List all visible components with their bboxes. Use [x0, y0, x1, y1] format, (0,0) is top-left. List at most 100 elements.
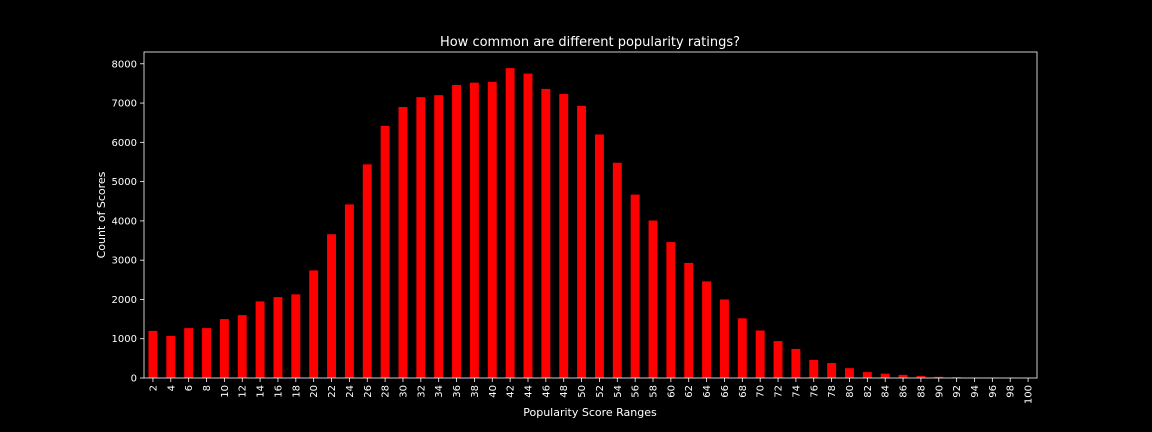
- bar-20: [309, 270, 319, 378]
- bar-78: [827, 363, 837, 378]
- x-tick-label: 78: [827, 385, 838, 398]
- x-tick-label: 80: [845, 385, 856, 398]
- bar-76: [809, 359, 819, 378]
- bar-88: [916, 376, 926, 378]
- x-tick-label: 26: [363, 385, 374, 398]
- bar-40: [487, 81, 497, 379]
- x-tick-label: 50: [577, 385, 588, 398]
- x-tick-label: 18: [291, 385, 302, 398]
- bar-4: [166, 335, 176, 378]
- x-tick-label: 76: [809, 385, 820, 398]
- x-tick-label: 46: [541, 385, 552, 398]
- x-tick-label: 56: [631, 385, 642, 398]
- x-tick-label: 38: [470, 385, 481, 398]
- bar-30: [398, 106, 408, 379]
- x-tick-label: 92: [952, 385, 963, 398]
- bar-12: [237, 315, 247, 378]
- bar-48: [559, 94, 569, 379]
- x-tick-label: 66: [720, 385, 731, 398]
- x-tick-label: 88: [916, 385, 927, 398]
- bar-86: [898, 374, 908, 378]
- x-axis-ticks: 2 4 6 8 10 12 14 16 18 20 22 24 26 28 30 32 34 36 38 40 42 44…: [148, 378, 1035, 404]
- bar-66: [719, 299, 729, 378]
- chart-title: How common are different popularity rati…: [440, 35, 740, 50]
- x-tick-label: 4: [166, 385, 177, 391]
- bar-64: [702, 281, 712, 378]
- x-tick-label: 28: [381, 385, 392, 398]
- x-tick-label: 94: [970, 385, 981, 398]
- bar-2: [148, 330, 158, 378]
- y-axis-label: Count of Scores: [95, 171, 108, 258]
- bar-56: [630, 194, 640, 378]
- x-tick-label: 6: [184, 385, 195, 391]
- x-tick-label: 2: [148, 385, 159, 391]
- y-tick-label: 3000: [112, 256, 137, 267]
- bar-70: [755, 330, 765, 378]
- x-tick-label: 24: [345, 385, 356, 398]
- y-tick-label: 2000: [112, 295, 137, 306]
- bar-90: [934, 376, 944, 378]
- bar-24: [344, 204, 354, 378]
- x-tick-label: 20: [309, 385, 320, 398]
- bar-74: [791, 348, 801, 378]
- bar-32: [416, 97, 426, 379]
- x-tick-label: 64: [702, 385, 713, 398]
- x-tick-label: 86: [899, 385, 910, 398]
- y-tick-label: 0: [131, 374, 137, 385]
- x-tick-label: 30: [398, 385, 409, 398]
- x-tick-label: 58: [649, 385, 660, 398]
- bar-26: [362, 164, 372, 378]
- y-tick-label: 8000: [112, 59, 137, 70]
- x-tick-label: 62: [684, 385, 695, 398]
- bars-group: [148, 68, 1033, 379]
- y-tick-label: 5000: [112, 177, 137, 188]
- x-axis-label: Popularity Score Ranges: [523, 406, 657, 419]
- x-tick-label: 8: [202, 385, 213, 391]
- x-tick-label: 68: [738, 385, 749, 398]
- bar-22: [327, 234, 336, 378]
- y-tick-label: 1000: [112, 334, 137, 345]
- bar-42: [505, 68, 515, 379]
- bar-16: [273, 297, 283, 378]
- bar-80: [845, 368, 854, 378]
- y-tick-label: 7000: [112, 99, 137, 110]
- x-tick-label: 12: [238, 385, 249, 398]
- bar-60: [666, 242, 676, 378]
- x-tick-label: 54: [613, 385, 624, 398]
- bar-36: [452, 84, 462, 378]
- x-tick-label: 36: [452, 385, 463, 398]
- x-tick-label: 100: [1024, 385, 1035, 404]
- x-tick-label: 98: [1006, 385, 1017, 398]
- x-tick-label: 16: [273, 385, 284, 398]
- bar-54: [612, 162, 622, 378]
- bar-8: [202, 328, 211, 378]
- bar-52: [594, 134, 604, 378]
- bar-34: [434, 95, 444, 378]
- bar-10: [219, 319, 229, 378]
- bar-72: [773, 341, 783, 378]
- x-tick-label: 82: [863, 385, 874, 398]
- x-tick-label: 44: [523, 385, 534, 398]
- x-tick-label: 60: [666, 385, 677, 398]
- x-tick-label: 14: [256, 385, 267, 398]
- x-tick-label: 10: [220, 385, 231, 398]
- y-tick-label: 6000: [112, 138, 137, 149]
- y-axis-ticks: 0 1000 2000 3000 4000 5000 6000 7000 8000: [112, 59, 144, 385]
- bar-58: [648, 220, 658, 378]
- x-tick-label: 96: [988, 385, 999, 398]
- bar-6: [184, 328, 194, 378]
- bar-82: [862, 372, 872, 378]
- bar-14: [255, 301, 265, 378]
- bar-38: [469, 82, 479, 379]
- x-tick-label: 34: [434, 385, 445, 398]
- x-tick-label: 70: [756, 385, 767, 398]
- x-tick-label: 52: [595, 385, 606, 398]
- x-tick-label: 48: [559, 385, 570, 398]
- bar-84: [880, 373, 890, 378]
- x-tick-label: 84: [881, 385, 892, 398]
- bar-62: [684, 262, 694, 378]
- y-tick-label: 4000: [112, 216, 137, 227]
- x-tick-label: 42: [506, 385, 517, 398]
